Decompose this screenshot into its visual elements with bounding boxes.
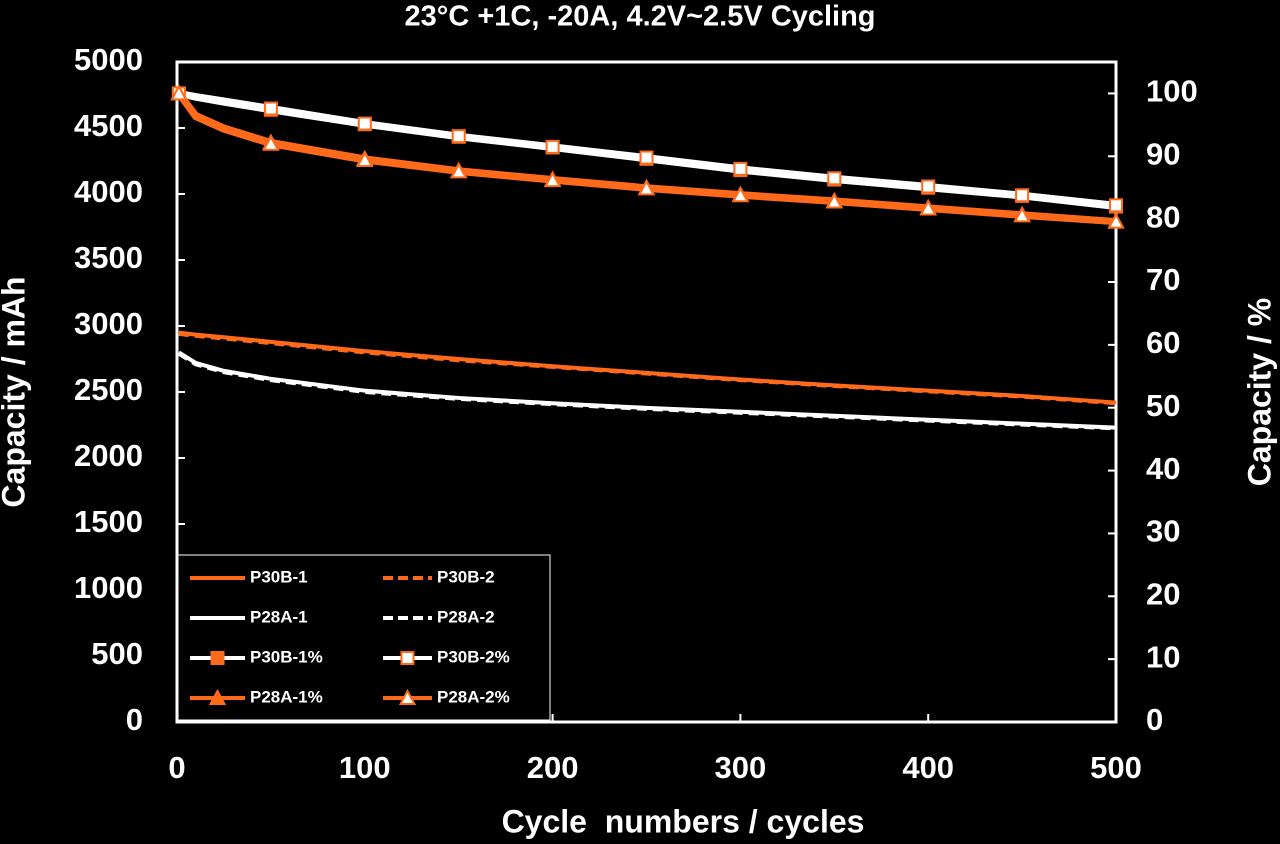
marker [825, 192, 843, 209]
x-tick-label: 400 [902, 750, 954, 785]
y-tick-label: 3000 [74, 306, 143, 341]
legend-label: P30B-2% [437, 647, 510, 666]
marker [1109, 198, 1123, 213]
marker [398, 688, 417, 705]
legend-label: P28A-1 [250, 607, 308, 626]
y-tick-label: 500 [91, 636, 143, 671]
y2-tick-label: 50 [1146, 388, 1180, 423]
y-tick-label: 1500 [74, 504, 143, 539]
y2-tick-label: 0 [1146, 702, 1163, 737]
marker [827, 171, 842, 186]
marker [921, 179, 936, 194]
marker [731, 186, 750, 203]
marker [919, 199, 937, 216]
x-tick-label: 300 [715, 750, 767, 785]
y2-tick-label: 100 [1146, 74, 1198, 109]
series-line [177, 352, 1117, 431]
legend-box [177, 554, 551, 721]
y-tick-label: 1000 [74, 570, 143, 605]
y2-tick-label: 40 [1146, 451, 1180, 486]
y-tick-label: 4500 [74, 108, 143, 143]
chart-title: 23°C +1C, -20A, 4.2V~2.5V Cycling [405, 1, 876, 33]
x-tick-label: 100 [339, 750, 391, 785]
y-tick-label: 5000 [74, 42, 143, 77]
marker [210, 651, 225, 665]
marker [356, 150, 374, 168]
legend: P30B-1 P30B-2 P28A-1 P28A-2 P30B-1% P30B-2% P2… [177, 554, 551, 721]
y2-tick-label: 70 [1146, 262, 1180, 297]
marker [208, 688, 227, 705]
marker [1107, 212, 1125, 229]
legend-label: P30B-1% [250, 647, 323, 666]
series-line [178, 331, 1117, 406]
legend-label: P28A-2% [437, 687, 510, 706]
y2-tick-label: 60 [1146, 325, 1180, 360]
y2-tick-label: 80 [1146, 199, 1180, 234]
legend-label: P28A-2 [437, 607, 495, 626]
marker [357, 116, 372, 131]
marker [1013, 206, 1031, 223]
x-tick-label: 200 [527, 750, 579, 785]
y2-tick-label: 10 [1146, 639, 1180, 674]
marker [450, 162, 468, 179]
marker [262, 134, 280, 151]
marker [545, 139, 560, 154]
y2-axis-title: Capacity / % [1241, 298, 1277, 487]
marker [263, 101, 278, 116]
marker [1015, 188, 1030, 203]
marker [733, 161, 748, 176]
y2-tick-label: 30 [1146, 514, 1180, 549]
legend-label: P30B-2 [437, 567, 495, 586]
y2-tick-label: 20 [1146, 576, 1180, 611]
legend-label: P30B-1 [250, 567, 308, 586]
y-tick-label: 3500 [74, 240, 143, 275]
marker [451, 129, 466, 144]
y-tick-label: 2500 [74, 372, 143, 407]
marker [637, 179, 656, 196]
marker [543, 171, 562, 188]
y-axis-title: Capacity / mAh [0, 276, 31, 507]
marker [170, 84, 188, 101]
x-axis-title: Cycle numbers / cycles [502, 803, 865, 839]
marker [400, 651, 415, 665]
x-tick-label: 500 [1090, 750, 1142, 785]
y2-tick-label: 90 [1146, 136, 1180, 171]
x-tick-label: 0 [168, 750, 185, 785]
y-tick-label: 4000 [74, 174, 143, 209]
y-tick-label: 2000 [74, 438, 143, 473]
legend-label: P28A-1% [250, 687, 323, 706]
marker [639, 150, 654, 165]
y-tick-label: 0 [126, 702, 143, 737]
